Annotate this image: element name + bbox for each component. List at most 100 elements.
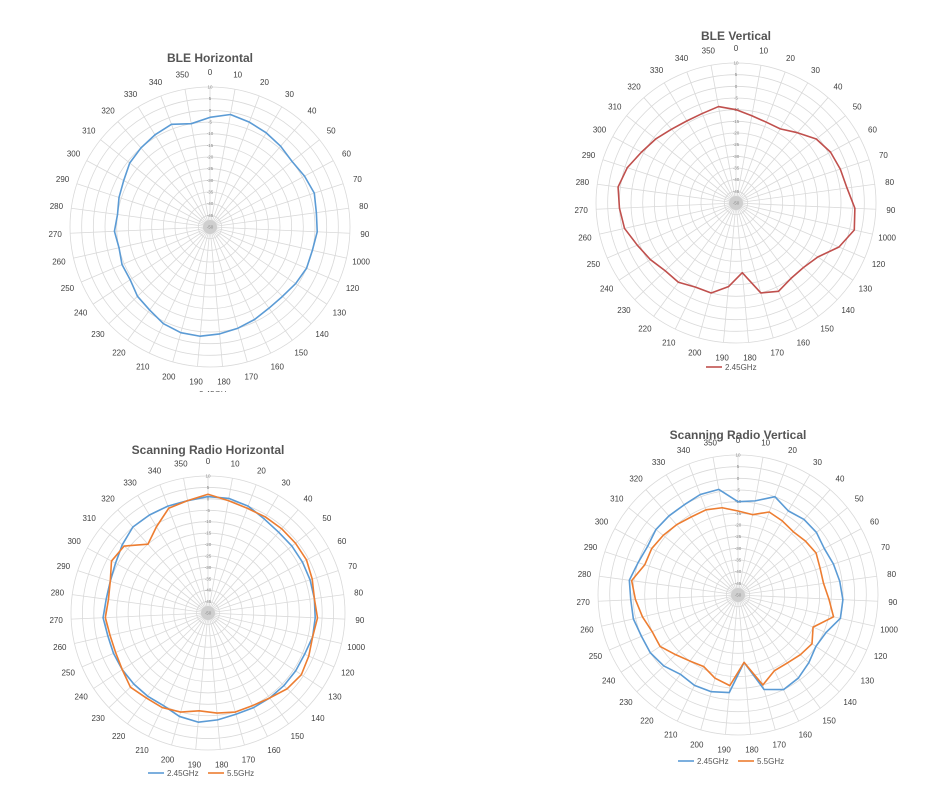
angle-tick-label: 160 (267, 746, 281, 755)
center-dot (729, 196, 743, 210)
grid-spoke (737, 594, 821, 709)
grid-spoke (737, 594, 800, 722)
grid-spoke (137, 106, 211, 228)
angle-tick-label: 40 (308, 106, 317, 115)
angle-tick-label: 80 (885, 178, 894, 187)
angle-tick-label: 140 (311, 714, 325, 723)
angle-tick-label: 20 (786, 54, 795, 63)
grid-spoke (737, 463, 788, 596)
grid-spoke (207, 612, 268, 737)
series-line (630, 506, 835, 687)
grid-spoke (609, 594, 739, 651)
angle-tick-label: 1000 (880, 625, 898, 634)
radial-tick-label: -50 (735, 593, 742, 598)
chart-panel-ble-vertical: 10 5 0 -5 -10 -15 -20 -25 -30 -35 -40 -45 -50 0 10 20 30… (472, 0, 944, 392)
grid-spoke (737, 594, 875, 627)
radial-tick-label: -5 (208, 120, 212, 125)
grid-spoke (735, 202, 774, 339)
grid-spoke (209, 106, 283, 228)
angle-tick-label: 190 (188, 760, 202, 769)
angle-tick-label: 170 (245, 372, 259, 381)
grid-spoke (207, 612, 345, 620)
chart-title: BLE Horizontal (167, 51, 253, 65)
angle-tick-label: 260 (578, 233, 592, 242)
angle-tick-label: 170 (242, 756, 256, 765)
grid-spoke (207, 612, 342, 644)
angle-tick-label: 30 (282, 479, 291, 488)
angle-tick-label: 200 (688, 348, 702, 357)
radial-tick-label: 5 (209, 96, 212, 101)
angle-tick-label: 1000 (878, 233, 896, 242)
radial-tick-label: -30 (207, 178, 214, 183)
radial-tick-label: 10 (733, 61, 739, 66)
legend-label: 2.45GHz (167, 769, 199, 778)
angle-tick-label: 90 (360, 230, 369, 239)
angle-tick-label: 90 (888, 598, 897, 607)
grid-spoke (723, 202, 737, 343)
angle-tick-label: 20 (788, 446, 797, 455)
grid-spoke (636, 594, 739, 693)
grid-spoke (70, 226, 211, 234)
angle-tick-label: 130 (333, 308, 347, 317)
radial-tick-label: -40 (733, 177, 740, 182)
radial-tick-label: 5 (737, 464, 740, 469)
grid-spoke (207, 612, 323, 689)
angle-tick-label: 330 (123, 479, 137, 488)
radial-tick-label: -25 (735, 534, 742, 539)
radial-tick-label: -20 (733, 131, 740, 136)
angle-tick-label: 240 (600, 284, 614, 293)
grid-spoke (207, 594, 344, 614)
grid-spoke (148, 612, 209, 737)
grid-spoke (735, 159, 870, 204)
grid-spoke (737, 594, 840, 693)
legend-label: 5.5GHz (227, 769, 254, 778)
radial-tick-label: -5 (734, 96, 738, 101)
angle-tick-label: 10 (759, 46, 768, 55)
grid-spoke (698, 202, 737, 339)
grid-spoke (604, 551, 739, 596)
angle-tick-label: 250 (587, 260, 601, 269)
grid-spoke (195, 612, 209, 750)
angle-tick-label: 10 (761, 438, 770, 447)
radial-tick-label: -40 (205, 588, 212, 593)
grid-spoke (737, 594, 776, 731)
radial-tick-label: -30 (733, 154, 740, 159)
grid-spoke (209, 121, 303, 228)
grid-spoke (674, 202, 737, 330)
center-dot (203, 220, 217, 234)
angle-tick-label: 70 (879, 151, 888, 160)
angle-tick-label: 140 (315, 330, 329, 339)
grid-spoke (620, 594, 739, 673)
angle-tick-label: 80 (887, 570, 896, 579)
angle-tick-label: 50 (327, 126, 336, 135)
grid-spoke (127, 226, 211, 341)
grid-spoke (597, 183, 737, 204)
angle-tick-label: 200 (162, 372, 176, 381)
radial-tick-label: -20 (205, 542, 212, 547)
angle-tick-label: 120 (346, 284, 360, 293)
angle-tick-label: 310 (82, 514, 96, 523)
angle-tick-label: 60 (868, 126, 877, 135)
angle-tick-label: 50 (853, 102, 862, 111)
chart-title: BLE Vertical (701, 29, 771, 43)
grid-spoke (676, 594, 739, 722)
angle-tick-label: 40 (834, 82, 843, 91)
angle-tick-label: 300 (595, 518, 609, 527)
angle-tick-label: 120 (874, 652, 888, 661)
angle-tick-label: 300 (67, 537, 81, 546)
grid-spoke (612, 136, 737, 204)
angle-tick-label: 300 (593, 126, 607, 135)
grid-spoke (209, 95, 260, 228)
angle-tick-label: 340 (675, 54, 689, 63)
grid-spoke (655, 594, 739, 709)
angle-tick-label: 330 (124, 90, 138, 99)
angle-tick-label: 60 (870, 518, 879, 527)
grid-spoke (77, 570, 209, 614)
grid-spoke (100, 139, 211, 228)
angle-tick-label: 70 (353, 175, 362, 184)
angle-tick-label: 90 (355, 616, 364, 625)
radial-tick-label: -45 (207, 213, 214, 218)
angle-tick-label: 280 (51, 589, 65, 598)
radial-tick-label: -40 (207, 201, 214, 206)
radial-tick-label: -45 (205, 599, 212, 604)
